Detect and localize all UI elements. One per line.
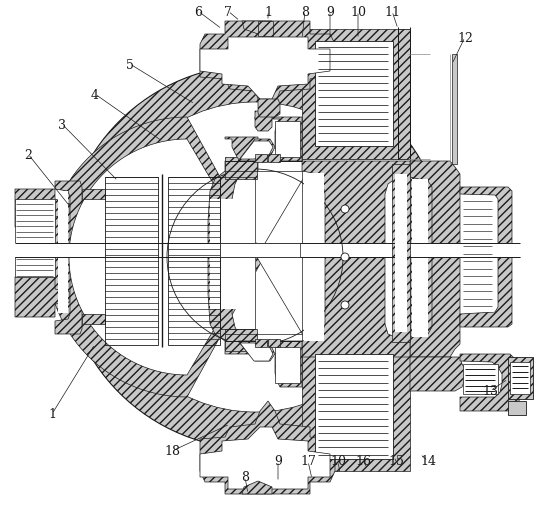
- Bar: [412, 180, 428, 337]
- Text: 17: 17: [300, 454, 316, 468]
- Text: 6: 6: [194, 6, 202, 19]
- Bar: [463, 364, 498, 394]
- Text: 18: 18: [164, 444, 180, 458]
- Polygon shape: [258, 100, 280, 118]
- Text: 13: 13: [482, 385, 498, 398]
- Bar: [508, 401, 526, 415]
- Bar: [210, 199, 256, 310]
- Bar: [15, 199, 55, 277]
- Bar: [275, 122, 300, 158]
- Text: 2: 2: [24, 148, 32, 161]
- Bar: [452, 55, 457, 165]
- Polygon shape: [200, 22, 335, 115]
- Text: 3: 3: [58, 118, 66, 131]
- Circle shape: [100, 103, 410, 412]
- Text: 4: 4: [91, 88, 99, 102]
- Polygon shape: [200, 401, 335, 494]
- Polygon shape: [200, 427, 330, 489]
- Bar: [462, 197, 494, 313]
- Bar: [392, 165, 410, 342]
- Polygon shape: [410, 358, 465, 391]
- Bar: [105, 178, 158, 345]
- Polygon shape: [200, 38, 330, 100]
- Text: 1: 1: [48, 408, 56, 421]
- Polygon shape: [460, 355, 520, 411]
- Bar: [315, 42, 393, 147]
- Text: 14: 14: [420, 454, 436, 468]
- Polygon shape: [238, 140, 275, 162]
- Polygon shape: [208, 162, 258, 355]
- Polygon shape: [242, 481, 272, 494]
- Bar: [225, 329, 257, 351]
- Bar: [315, 355, 393, 459]
- Bar: [168, 178, 220, 345]
- Bar: [225, 158, 257, 180]
- Polygon shape: [255, 118, 302, 162]
- Polygon shape: [302, 162, 410, 358]
- Bar: [398, 30, 410, 160]
- Polygon shape: [410, 162, 460, 358]
- Circle shape: [341, 254, 349, 262]
- Text: 12: 12: [457, 31, 473, 44]
- Polygon shape: [55, 182, 82, 334]
- Text: 8: 8: [301, 6, 309, 19]
- Bar: [220, 243, 300, 258]
- Text: 7: 7: [224, 6, 232, 19]
- Polygon shape: [255, 341, 302, 387]
- Polygon shape: [225, 138, 258, 162]
- Polygon shape: [238, 341, 275, 361]
- Text: 9: 9: [326, 6, 334, 19]
- Text: 15: 15: [388, 454, 404, 468]
- Bar: [508, 358, 533, 399]
- Polygon shape: [255, 112, 272, 132]
- Text: 16: 16: [355, 454, 371, 468]
- Polygon shape: [242, 22, 272, 35]
- Polygon shape: [82, 189, 105, 199]
- Bar: [268, 155, 280, 163]
- Bar: [255, 155, 267, 163]
- Circle shape: [341, 301, 349, 310]
- Polygon shape: [460, 188, 512, 327]
- Polygon shape: [240, 343, 273, 361]
- Text: 9: 9: [274, 454, 282, 468]
- Polygon shape: [240, 142, 273, 160]
- Circle shape: [341, 206, 349, 214]
- Text: 5: 5: [126, 59, 134, 71]
- Bar: [304, 174, 324, 341]
- Bar: [510, 362, 530, 394]
- Polygon shape: [15, 277, 70, 317]
- Text: 11: 11: [384, 6, 400, 19]
- Text: 10: 10: [350, 6, 366, 19]
- Polygon shape: [69, 140, 313, 375]
- Bar: [395, 175, 407, 332]
- Bar: [302, 341, 410, 471]
- Polygon shape: [82, 315, 105, 324]
- Bar: [302, 160, 410, 344]
- Polygon shape: [47, 118, 327, 397]
- Bar: [255, 339, 267, 347]
- Text: 1: 1: [264, 6, 272, 19]
- Bar: [58, 191, 68, 314]
- Bar: [258, 22, 273, 37]
- Text: 8: 8: [241, 471, 249, 484]
- Bar: [220, 178, 255, 329]
- Bar: [302, 30, 410, 160]
- Text: 10: 10: [330, 454, 346, 468]
- Circle shape: [63, 66, 447, 449]
- Polygon shape: [15, 189, 70, 228]
- Bar: [268, 339, 280, 347]
- Bar: [275, 347, 300, 383]
- Bar: [15, 243, 520, 258]
